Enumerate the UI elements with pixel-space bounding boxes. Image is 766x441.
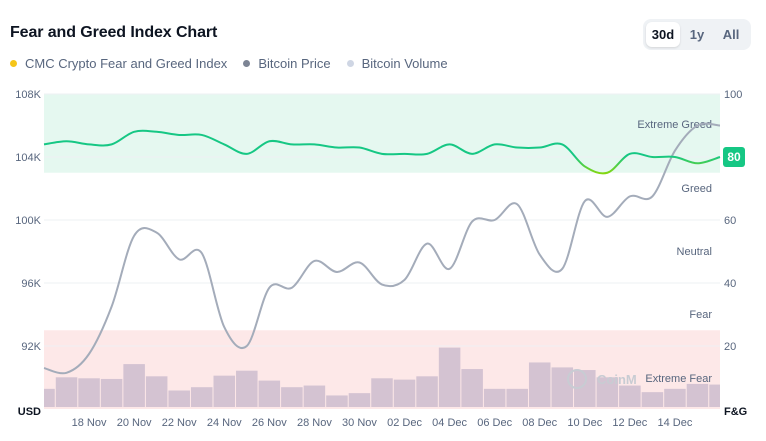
coinmarketcap-logo-icon [567, 369, 587, 389]
right-axis-tick: 60 [724, 215, 736, 227]
x-axis-tick: 18 Nov [72, 417, 107, 429]
legend-item-fear-greed[interactable]: CMC Crypto Fear and Greed Index [10, 56, 227, 71]
volume-bar [326, 395, 348, 407]
left-axis-label: USD [18, 406, 41, 418]
volume-bar [190, 387, 213, 407]
x-axis-tick: 30 Nov [342, 417, 377, 429]
fear-greed-line [43, 129, 721, 175]
volume-bar [78, 378, 100, 407]
legend-label: CMC Crypto Fear and Greed Index [25, 56, 228, 71]
right-axis-tick: 100 [724, 89, 742, 101]
volume-bar [145, 376, 168, 407]
legend-dot-icon [243, 60, 251, 67]
volume-bar [596, 377, 619, 407]
zone-label: Fear [689, 309, 712, 321]
volume-bar [348, 393, 371, 407]
x-axis-tick: 12 Dec [612, 417, 647, 429]
volume-bar [44, 388, 55, 407]
range-1y-button[interactable]: 1y [689, 27, 705, 42]
range-all-button[interactable]: All [722, 27, 740, 42]
zone-label: Greed [681, 183, 712, 195]
legend-label: Bitcoin Price [258, 56, 331, 71]
zone-label: Neutral [677, 246, 712, 258]
volume-bar [483, 388, 506, 407]
left-axis-tick: 100K [15, 215, 41, 227]
x-axis-tick: 02 Dec [387, 417, 422, 429]
volume-bar [213, 375, 236, 407]
legend-dot-icon [10, 60, 17, 67]
x-axis-tick: 08 Dec [522, 417, 557, 429]
volume-bar [281, 387, 303, 407]
watermark: CoinM [597, 372, 637, 387]
volume-bar [528, 362, 551, 407]
volume-bar [55, 377, 78, 407]
legend-item-bitcoin-price[interactable]: Bitcoin Price [243, 56, 331, 71]
chart-title: Fear and Greed Index Chart [10, 24, 218, 41]
x-axis-tick: 04 Dec [432, 417, 467, 429]
extreme-greed-band [44, 94, 720, 173]
left-axis-tick: 104K [15, 152, 41, 164]
x-axis-tick: 20 Nov [117, 417, 152, 429]
volume-bar [438, 347, 461, 407]
legend-dot-icon [346, 60, 354, 67]
volume-bar [506, 388, 528, 407]
right-axis-tick: 40 [724, 278, 736, 290]
x-axis-tick: 10 Dec [567, 417, 602, 429]
legend-item-bitcoin-volume[interactable]: Bitcoin Volume [346, 56, 448, 71]
left-axis-tick: 96K [21, 278, 41, 290]
x-axis-tick: 28 Nov [297, 417, 332, 429]
left-axis-tick: 108K [15, 89, 41, 101]
volume-bar [258, 380, 281, 407]
x-axis-tick: 06 Dec [477, 417, 512, 429]
x-axis-tick: 22 Nov [162, 417, 197, 429]
volume-bar [393, 379, 416, 407]
current-value-badge [723, 147, 745, 167]
volume-bar [574, 370, 596, 407]
left-axis-tick: 92K [21, 341, 41, 353]
volume-bar [416, 376, 438, 407]
right-axis-tick: 20 [724, 341, 736, 353]
volume-bar [461, 369, 483, 407]
volume-bar [709, 384, 720, 407]
time-range-selector: 30d 1y All [643, 19, 751, 50]
range-30d-button[interactable]: 30d [646, 22, 680, 47]
current-value-label: 80 [727, 150, 741, 164]
x-axis-tick: 14 Dec [658, 417, 693, 429]
x-axis-tick: 24 Nov [207, 417, 242, 429]
volume-bar [686, 383, 709, 407]
x-axis-tick: 26 Nov [252, 417, 287, 429]
volume-bar [236, 370, 258, 407]
volume-bar [619, 385, 641, 407]
bitcoin-price-line [43, 122, 721, 375]
right-axis-label: F&G [724, 406, 747, 418]
volume-bar [123, 364, 145, 407]
legend-label: Bitcoin Volume [361, 56, 448, 71]
volume-bar [168, 390, 190, 407]
zone-label: Extreme Fear [645, 373, 712, 385]
volume-bar [664, 388, 686, 407]
volume-bar [371, 378, 393, 407]
volume-bar [100, 378, 123, 407]
volume-bar [641, 392, 664, 407]
volume-bar [303, 385, 326, 407]
chart-legend: CMC Crypto Fear and Greed Index Bitcoin … [10, 56, 464, 71]
